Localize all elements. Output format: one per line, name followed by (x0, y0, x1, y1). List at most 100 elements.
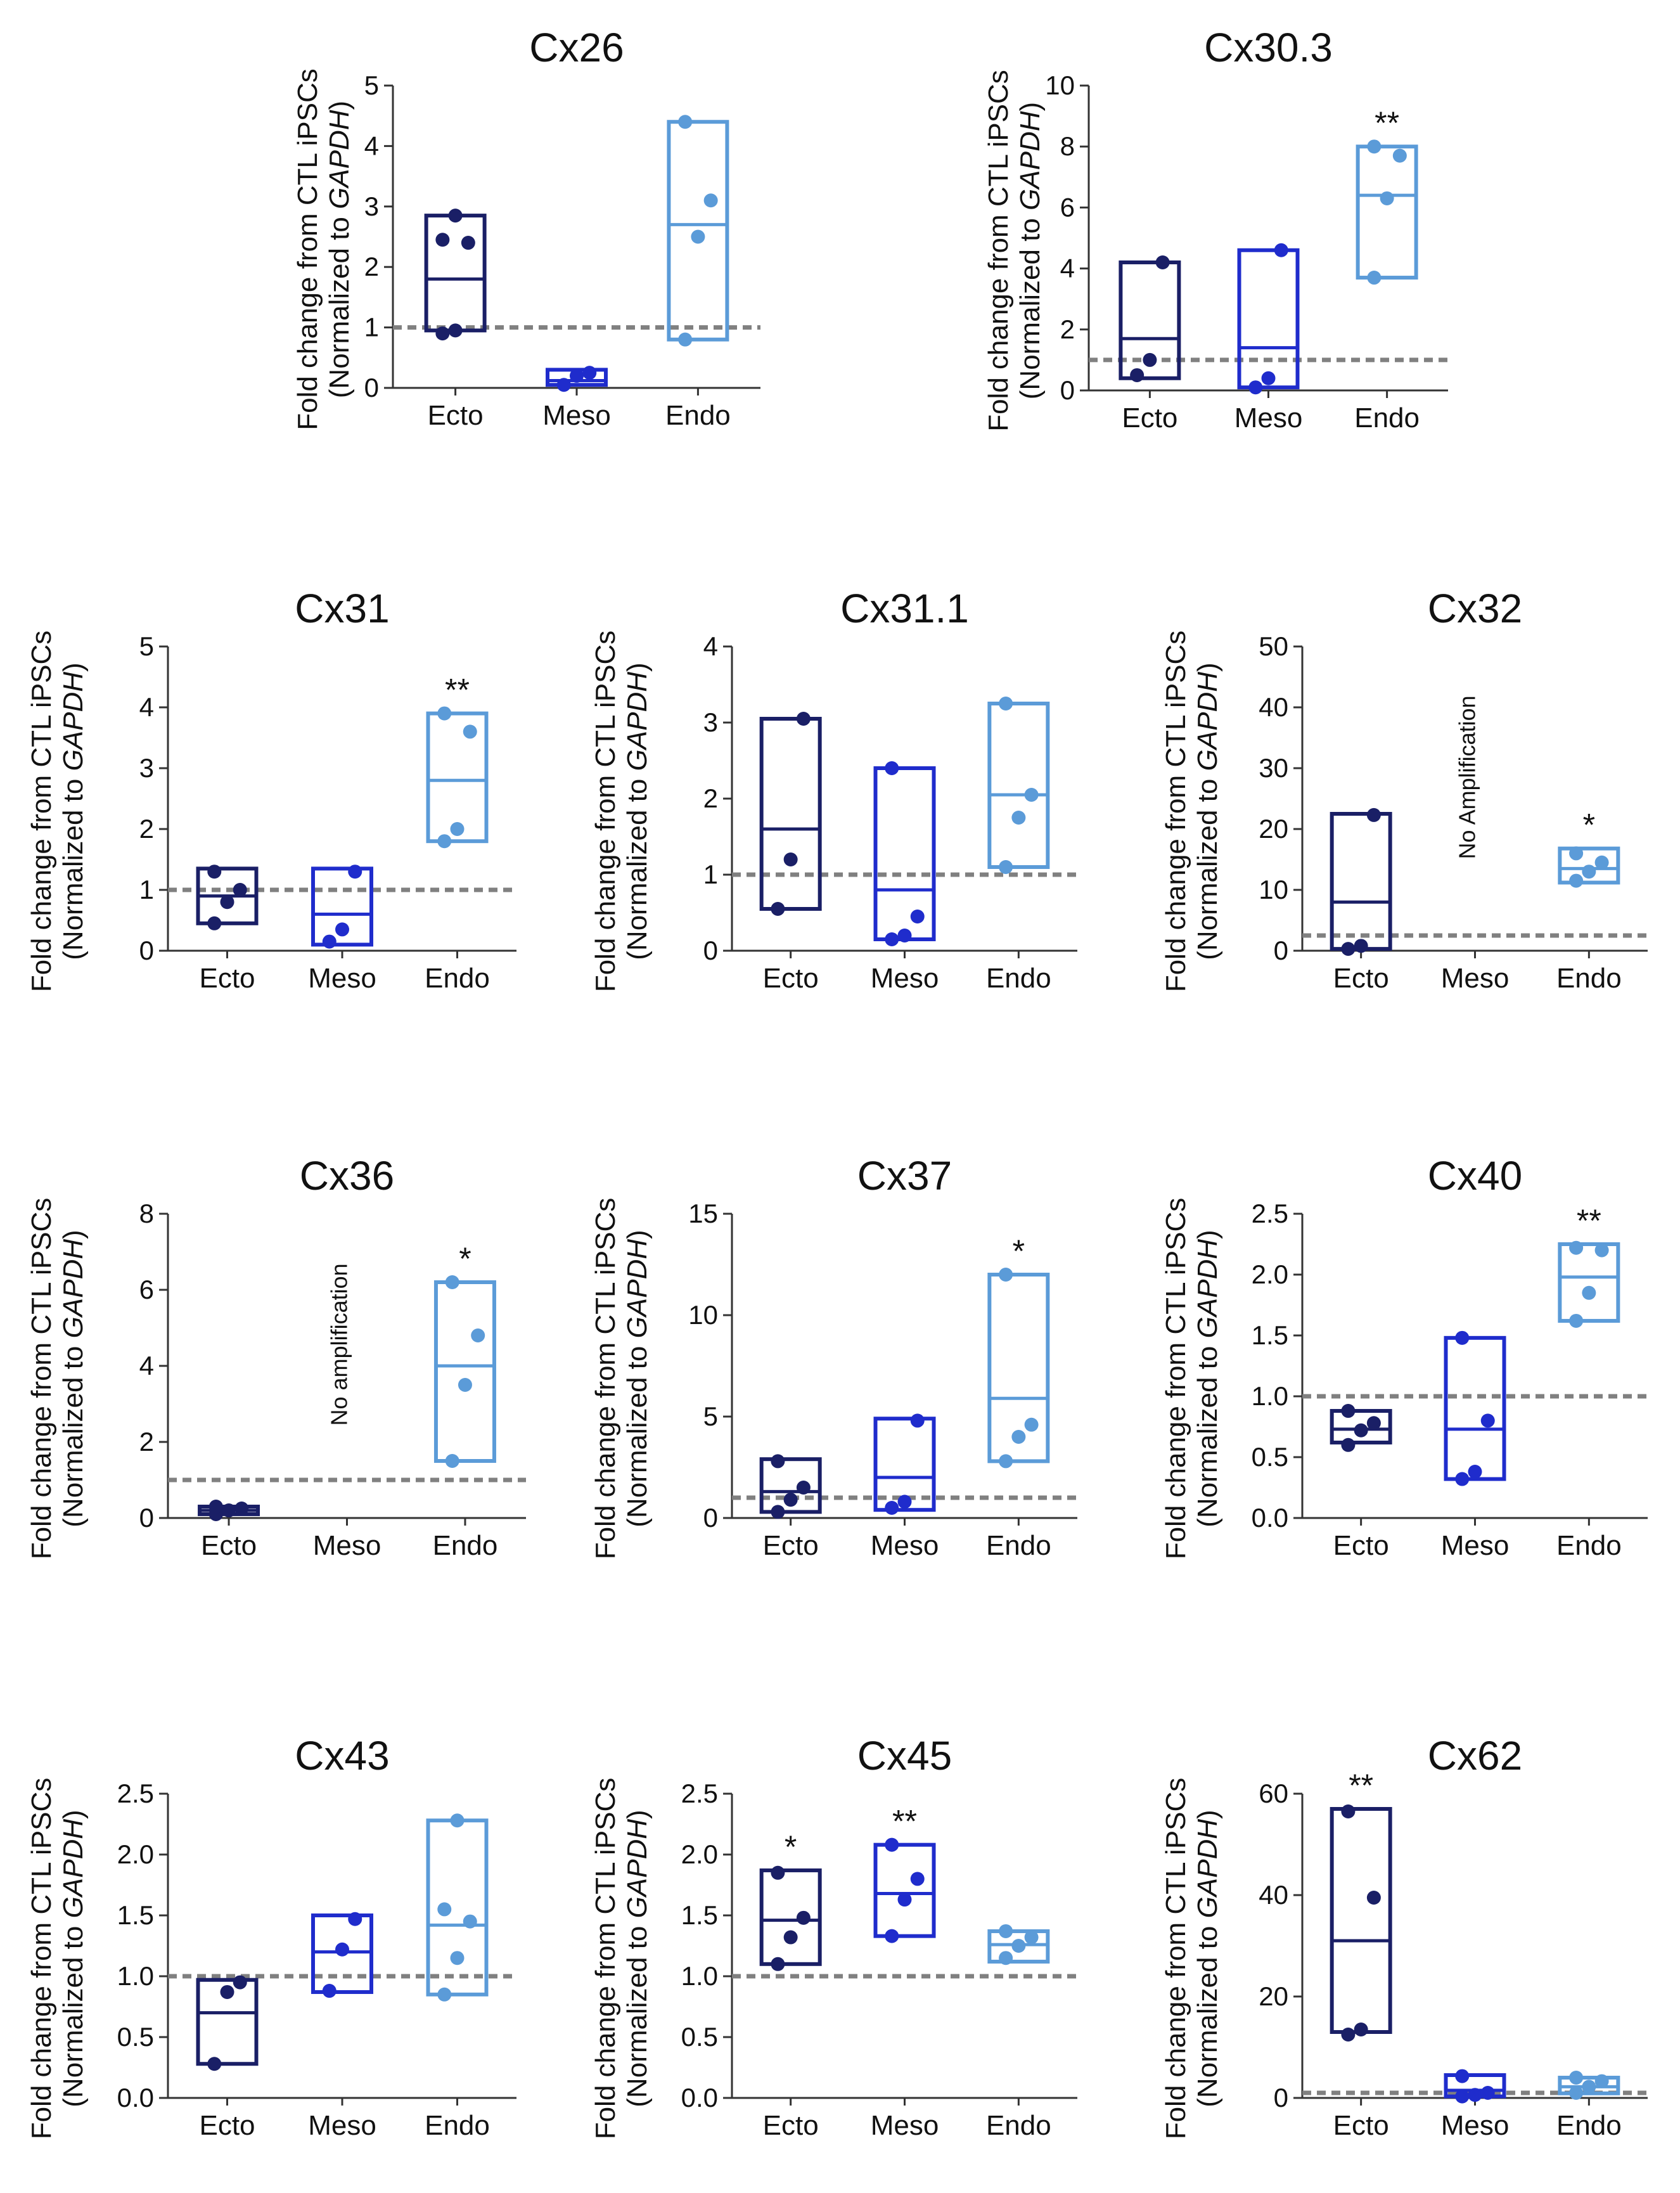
x-tick-label: Ecto (1333, 963, 1389, 994)
significance-marker: * (1013, 1233, 1025, 1269)
y-tick-label: 5 (703, 1401, 718, 1431)
y-tick-label: 2 (139, 814, 154, 844)
data-point-endo (1024, 788, 1039, 802)
x-tick-label: Ecto (428, 400, 484, 431)
box-endo (987, 1929, 1050, 1964)
significance-marker: * (1583, 807, 1595, 843)
box-ecto (759, 1868, 822, 1966)
data-point-ecto (222, 1503, 236, 1517)
y-tick-label: 0 (703, 936, 718, 965)
box-ecto (1330, 1807, 1392, 2034)
y-tick-label: 1.5 (117, 1900, 154, 1930)
chart-title: Cx26 (529, 25, 624, 70)
y-tick-label: 2 (703, 783, 718, 813)
box-endo (426, 711, 489, 844)
data-point-meso (1274, 243, 1288, 257)
data-point-ecto (1341, 1437, 1356, 1452)
box-meso (1237, 248, 1300, 390)
data-point-meso (885, 1501, 899, 1515)
data-point-meso (322, 934, 337, 949)
data-point-endo (1569, 2071, 1584, 2085)
data-point-endo (999, 1951, 1013, 1965)
x-tick-label: Endo (1556, 2110, 1622, 2141)
data-point-endo (445, 1454, 459, 1468)
y-tick-label: 3 (364, 191, 379, 221)
y-tick-label: 0 (1274, 2083, 1288, 2113)
x-tick-label: Meso (871, 1530, 939, 1561)
y-tick-label: 4 (364, 131, 379, 160)
data-point-ecto (233, 883, 247, 897)
y-axis-label-line1: Fold change from CTL iPSCs (26, 631, 57, 993)
y-tick-label: 2.5 (681, 1778, 718, 1808)
data-point-ecto (208, 1500, 223, 1514)
y-axis-label-line1: Fold change from CTL iPSCs (1160, 1778, 1191, 2140)
y-axis-label-line2: (Normalized to GAPDH) (58, 1810, 89, 2107)
data-point-ecto (796, 712, 811, 726)
chart-title: Cx45 (857, 1733, 952, 1778)
data-point-ecto (796, 1481, 811, 1495)
data-point-meso (897, 929, 912, 942)
data-point-ecto (435, 233, 450, 247)
y-tick-label: 2 (139, 1427, 154, 1457)
box-meso (1444, 1335, 1506, 1481)
data-point-endo (458, 1378, 472, 1392)
x-tick-label: Ecto (763, 963, 819, 994)
data-point-ecto (220, 895, 234, 910)
data-point-ecto (1155, 255, 1170, 269)
y-tick-label: 30 (1259, 753, 1288, 783)
box-ecto (1330, 812, 1392, 951)
significance-marker: ** (1375, 105, 1399, 141)
chart-title: Cx31.1 (840, 586, 969, 631)
data-point-ecto (1341, 1404, 1356, 1418)
y-axis-label-line2: (Normalized to GAPDH) (622, 1810, 653, 2107)
data-point-meso (1480, 2086, 1495, 2100)
box-meso (311, 866, 373, 947)
chart-panel-cx36: Cx36 0 2 4 6 8 Ecto Meso Endo * No amplification Fo… (26, 1153, 526, 1561)
x-tick-label: Endo (986, 2110, 1051, 2141)
significance-marker: * (785, 1829, 797, 1865)
data-point-meso (348, 865, 362, 879)
y-tick-label: 10 (1259, 875, 1288, 904)
box-endo (987, 702, 1050, 869)
data-point-ecto (207, 2057, 222, 2071)
box-endo (426, 1818, 489, 1997)
data-point-endo (1569, 1313, 1584, 1328)
y-tick-label: 50 (1259, 631, 1288, 661)
y-tick-label: 0.0 (1252, 1503, 1288, 1533)
data-point-endo (999, 1454, 1013, 1469)
y-axis-label-line1: Fold change from CTL iPSCs (590, 1198, 621, 1560)
x-tick-label: Ecto (201, 1530, 257, 1561)
data-point-endo (1582, 865, 1596, 879)
data-point-meso (885, 1929, 899, 1943)
y-tick-label: 0.5 (681, 2022, 718, 2052)
y-tick-label: 1 (703, 859, 718, 889)
data-point-endo (999, 860, 1013, 874)
box-meso (311, 1913, 373, 1994)
chart-title: Cx30.3 (1204, 25, 1333, 70)
data-point-endo (450, 822, 465, 836)
y-axis-label-line2: (Normalized to GAPDH) (324, 101, 355, 398)
data-point-ecto (233, 1975, 247, 1990)
chart-panel-cx62: Cx62 0 20 40 60 Ecto Meso Endo ** Fold change fro… (1160, 1733, 1648, 2141)
data-point-meso (335, 922, 349, 937)
data-point-endo (1582, 1285, 1596, 1300)
chart-title: Cx40 (1428, 1153, 1522, 1199)
data-point-ecto (1354, 1423, 1368, 1437)
data-point-meso (910, 1872, 925, 1886)
y-tick-label: 3 (703, 707, 718, 737)
x-tick-label: Ecto (1122, 402, 1177, 434)
y-tick-label: 1 (364, 312, 379, 342)
y-tick-label: 8 (1060, 131, 1075, 161)
y-tick-label: 40 (1259, 1880, 1288, 1910)
x-tick-label: Meso (1441, 963, 1510, 994)
data-point-ecto (1366, 1891, 1381, 1905)
data-point-meso (1468, 2088, 1482, 2102)
data-point-ecto (234, 1502, 249, 1515)
data-point-meso (1261, 371, 1276, 385)
box-ecto (1119, 260, 1181, 380)
data-point-ecto (1341, 942, 1356, 956)
y-tick-label: 5 (364, 70, 379, 100)
y-tick-label: 2.0 (681, 1839, 718, 1869)
